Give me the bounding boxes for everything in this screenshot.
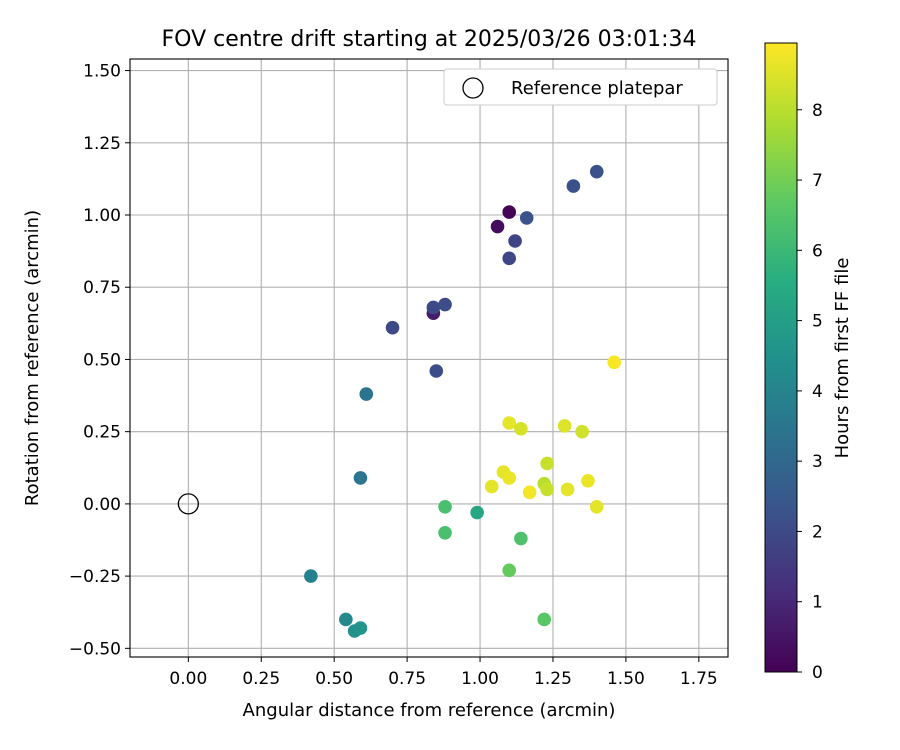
legend-box xyxy=(443,68,718,106)
x-tick-label: 1.25 xyxy=(534,669,572,689)
data-point xyxy=(519,211,534,225)
reference-platepar-marker xyxy=(177,493,199,515)
data-point xyxy=(514,531,528,546)
y-tick-label: 0.00 xyxy=(83,495,121,515)
colorbar-tick-label: 4 xyxy=(812,382,823,402)
data-point xyxy=(359,387,374,401)
colorbar-tick-label: 3 xyxy=(812,452,823,472)
x-tick-label: 0.25 xyxy=(242,669,280,689)
data-point xyxy=(575,424,589,439)
data-point xyxy=(502,251,517,266)
data-point xyxy=(566,179,581,193)
colorbar-tick-label: 8 xyxy=(812,101,823,121)
data-point xyxy=(560,482,575,497)
data-point xyxy=(557,419,572,433)
data-point xyxy=(339,612,353,627)
y-tick-label: 1.25 xyxy=(83,134,121,154)
colorbar-tick-label: 2 xyxy=(812,522,823,542)
colorbar-tick-label: 6 xyxy=(812,241,823,261)
plot-frame xyxy=(129,58,729,658)
legend-marker-open-circle-icon xyxy=(462,77,484,99)
data-point xyxy=(502,205,517,219)
y-tick-label: 1.00 xyxy=(83,206,121,226)
data-point xyxy=(438,499,452,514)
x-tick-label: 1.00 xyxy=(461,669,499,689)
data-point xyxy=(502,563,517,578)
data-point xyxy=(484,479,499,494)
data-point xyxy=(304,569,318,583)
data-point xyxy=(426,300,441,315)
data-point xyxy=(522,485,537,500)
data-point xyxy=(589,499,604,514)
grid-lines xyxy=(130,59,728,657)
data-point xyxy=(514,421,528,436)
data-point xyxy=(502,471,517,485)
data-point xyxy=(385,320,400,335)
y-axis-label: Rotation from reference (arcmin) xyxy=(22,210,43,506)
data-point xyxy=(490,219,505,234)
data-point xyxy=(429,364,444,378)
data-point xyxy=(438,297,452,312)
colorbar-ticks: 0 1 2 3 4 5 6 7 8 xyxy=(797,101,823,683)
chart-title: FOV centre drift starting at 2025/03/26 … xyxy=(162,27,697,52)
y-ticks: −0.50 −0.25 0.00 0.25 0.50 0.75 1.00 1.25 1.50 xyxy=(69,62,130,659)
y-tick-label: 0.75 xyxy=(83,278,121,298)
data-point xyxy=(470,505,484,520)
x-tick-label: 0.00 xyxy=(169,669,207,689)
x-axis-label: Angular distance from reference (arcmin) xyxy=(243,700,616,721)
x-ticks: 0.00 0.25 0.50 0.75 1.00 1.25 1.50 1.75 xyxy=(169,657,718,689)
data-point xyxy=(353,621,368,635)
colorbar-tick-label: 0 xyxy=(812,663,823,683)
y-tick-label: 0.50 xyxy=(83,350,121,370)
x-tick-label: 1.50 xyxy=(607,669,645,689)
data-point xyxy=(508,234,522,248)
colorbar-gradient xyxy=(764,42,798,673)
data-points xyxy=(177,164,622,638)
x-tick-label: 1.75 xyxy=(680,669,718,689)
data-point xyxy=(438,525,452,540)
y-tick-label: 1.50 xyxy=(83,62,121,82)
x-tick-label: 0.75 xyxy=(388,669,426,689)
data-point xyxy=(581,473,595,488)
data-point xyxy=(540,456,554,471)
y-tick-label: −0.50 xyxy=(69,639,121,659)
legend-label: Reference platepar xyxy=(511,78,683,99)
y-tick-label: 0.25 xyxy=(83,423,121,443)
data-point xyxy=(502,416,517,430)
colorbar-label: Hours from first FF file xyxy=(832,258,853,459)
y-tick-label: −0.25 xyxy=(69,567,121,587)
colorbar-tick-label: 5 xyxy=(812,312,823,332)
data-point xyxy=(353,471,368,485)
data-point xyxy=(607,355,622,370)
x-tick-label: 0.50 xyxy=(315,669,353,689)
legend: Reference platepar xyxy=(443,68,718,106)
colorbar-tick-label: 1 xyxy=(812,593,823,613)
colorbar-tick-label: 7 xyxy=(812,171,823,191)
data-point xyxy=(589,164,604,179)
data-point xyxy=(537,612,552,627)
colorbar: 0 1 2 3 4 5 6 7 8 Hours from first FF file xyxy=(764,42,853,683)
data-point xyxy=(540,482,554,497)
